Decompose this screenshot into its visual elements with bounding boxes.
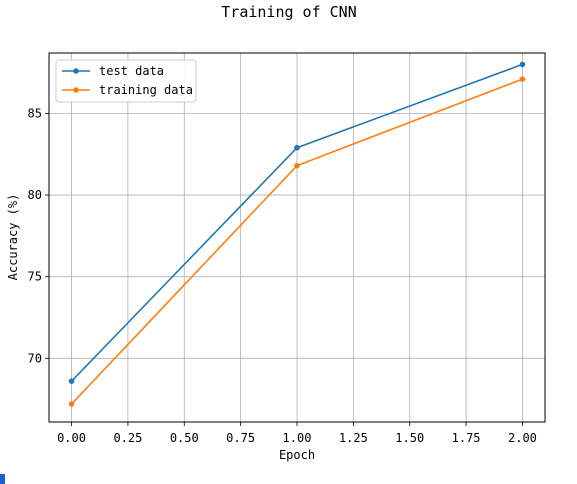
x-tick-label: 1.50 xyxy=(395,431,424,445)
data-point xyxy=(294,144,300,151)
x-tick-label: 0.75 xyxy=(226,431,255,445)
data-point xyxy=(519,76,526,82)
chart-title: Training of CNN xyxy=(221,3,356,21)
legend-label-2: training data xyxy=(99,83,193,97)
y-axis-label: Accuracy (%) xyxy=(6,194,20,281)
legend: test data training data xyxy=(55,59,197,103)
y-tick-label: 85 xyxy=(28,106,42,120)
grid xyxy=(49,53,545,422)
y-tick-label: 70 xyxy=(28,351,42,365)
x-tick-label: 1.75 xyxy=(452,431,481,445)
x-tick-label: 1.25 xyxy=(339,431,368,445)
y-tick-label: 80 xyxy=(28,188,42,202)
corner-marker xyxy=(0,474,5,484)
legend-label-1: test data xyxy=(99,64,164,78)
x-tick-label: 1.00 xyxy=(283,431,312,445)
x-axis-ticks: 0.00 0.25 0.50 0.75 1.00 1.25 1.50 1.75 2.00 xyxy=(57,422,537,445)
data-point xyxy=(519,61,526,68)
x-tick-label: 0.50 xyxy=(170,431,199,445)
x-tick-label: 0.25 xyxy=(113,431,142,445)
x-tick-label: 0.00 xyxy=(57,431,86,445)
y-axis-ticks: 70 75 80 85 xyxy=(28,106,49,365)
series-group xyxy=(68,61,526,407)
legend-marker-2 xyxy=(73,87,79,93)
legend-box xyxy=(55,59,197,103)
data-point xyxy=(68,378,75,384)
x-tick-label: 2.00 xyxy=(508,431,537,445)
data-point xyxy=(294,162,300,169)
legend-marker-1 xyxy=(73,68,79,74)
x-axis-label: Epoch xyxy=(279,448,315,462)
y-tick-label: 75 xyxy=(28,270,42,284)
data-point xyxy=(68,401,75,407)
